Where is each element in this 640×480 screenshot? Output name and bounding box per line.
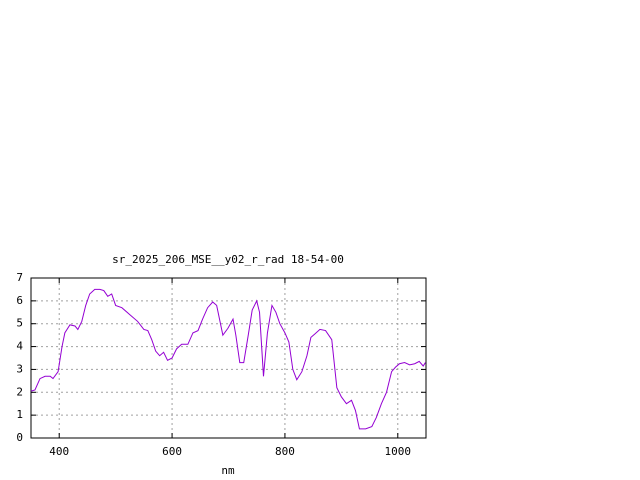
y-tick-label: 2 [16, 385, 23, 398]
y-tick-label: 1 [16, 408, 23, 421]
plot-border [30, 277, 427, 439]
data-line [30, 288, 426, 430]
x-axis-label: nm [221, 464, 235, 477]
x-tick-label: 400 [49, 445, 69, 458]
y-tick-label: 5 [16, 317, 23, 330]
y-tick-label: 4 [16, 340, 23, 353]
y-tick-label: 3 [16, 362, 23, 375]
chart-title: sr_2025_206_MSE__y02_r_rad 18-54-00 [112, 253, 344, 266]
y-tick-label: 0 [16, 431, 23, 444]
y-tick-label: 6 [16, 294, 23, 307]
x-tick-label: 600 [162, 445, 182, 458]
x-tick-label: 800 [275, 445, 295, 458]
x-tick-label: 1000 [385, 445, 412, 458]
y-tick-label: 7 [16, 271, 23, 284]
